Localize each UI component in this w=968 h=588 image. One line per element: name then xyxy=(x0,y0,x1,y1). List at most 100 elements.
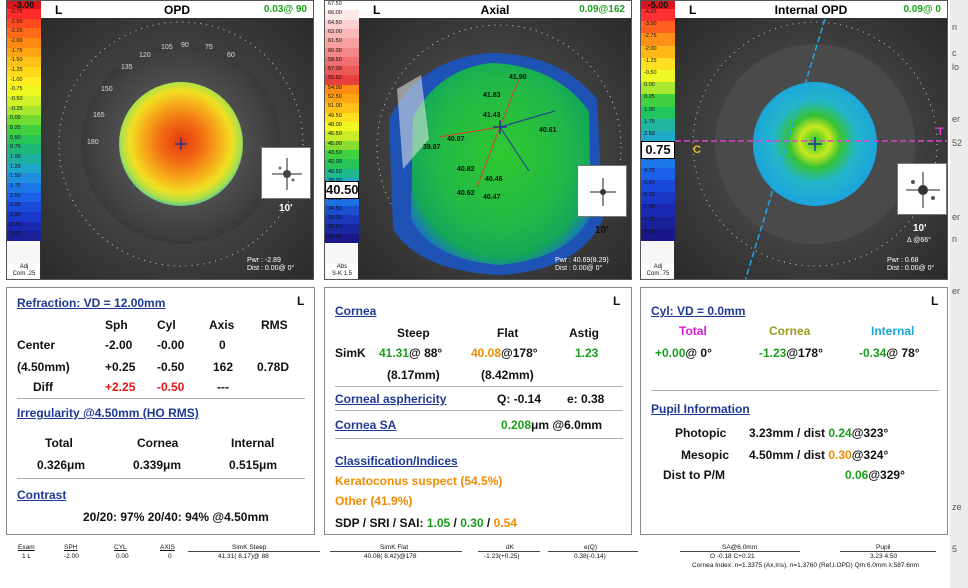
opd-psf-inset xyxy=(261,147,311,199)
pm-label: Dist to P/M xyxy=(663,468,725,482)
irr-total-value: 0.326μm xyxy=(37,458,86,472)
axial-map[interactable]: 41.90 41.83 41.43 40.61 40.07 39.87 40.8… xyxy=(324,0,632,280)
mesopic-label: Mesopic xyxy=(681,448,730,462)
svg-text:60: 60 xyxy=(227,52,235,59)
refraction-eye: L xyxy=(297,294,305,308)
internal-eye-label: L xyxy=(689,3,697,17)
scale-tick: 61.50 xyxy=(325,38,359,48)
cornea-sa-title: Cornea SA xyxy=(335,418,397,432)
opd-eye-label: L xyxy=(55,3,63,17)
scale-tick: 2.25 xyxy=(7,202,41,212)
cyl-value: -0.50 xyxy=(157,360,185,374)
scale-tick: -0.50 xyxy=(641,70,675,83)
scale-tick: -4.25 xyxy=(641,9,675,22)
col-flat: Flat xyxy=(497,326,519,340)
eq-value: 0.38(-0.14) xyxy=(574,553,606,560)
scale-tick: 43.50 xyxy=(325,149,359,160)
col-astig: Astig xyxy=(569,326,599,340)
scale-tick: 58.50 xyxy=(325,56,359,67)
class-other: Other (41.9%) xyxy=(335,494,413,508)
scale-tick: 36.00 xyxy=(325,196,359,206)
scale-tick: 2.75 xyxy=(7,221,41,232)
axial-value: 40.46 xyxy=(485,176,503,183)
scale-tick: 1.50 xyxy=(7,173,41,183)
axial-titlebar: L Axial 0.09@162 xyxy=(359,1,631,19)
asphericity-title: Corneal asphericity xyxy=(335,392,447,406)
scale-tick: 1.00 xyxy=(7,154,41,164)
opd-map[interactable]: 120 105 90 75 60 135 150 165 180 10' Pwr… xyxy=(6,0,314,280)
simk-steep-value: 41.31( 8.17)@ 88 xyxy=(218,553,269,560)
axis-value: 0 xyxy=(219,338,226,352)
class-keratoconus: Keratoconus suspect (54.5%) xyxy=(335,474,503,488)
internal-power-readout: Pwr : 0.68 Dist : 0.00@ 0° xyxy=(887,257,935,272)
axial-value: 40.07 xyxy=(447,136,465,143)
scale-tick: 2.50 xyxy=(7,212,41,222)
irr-col-total: Total xyxy=(45,436,73,450)
eq-header: e(Q) xyxy=(584,544,597,551)
axial-power-readout: Pwr : 40.69(8.29) Dist : 0.00@ 0° xyxy=(555,257,609,272)
axial-value: 41.83 xyxy=(483,92,501,99)
classification-title: Classification/Indices xyxy=(335,454,458,468)
scale-tick: 1.75 xyxy=(7,183,41,193)
simk-steep-header: SimK Steep xyxy=(232,544,267,551)
irr-cornea-value: 0.339μm xyxy=(133,458,182,472)
svg-text:165: 165 xyxy=(93,112,105,119)
opd-power-readout: Pwr : -2.89 Dist : 0.00@ 0° xyxy=(247,257,295,272)
scale-tick: 31.50 xyxy=(325,224,359,234)
scale-tick: 7.75 xyxy=(641,216,675,229)
cyl-col-cornea: Cornea xyxy=(769,324,811,338)
pupil-value: 3.23 4.50 xyxy=(870,553,898,560)
scale-tick: 1.00 xyxy=(641,106,675,119)
internal-c-label: C xyxy=(693,144,701,156)
sph-value: -2.00 xyxy=(64,553,79,560)
contrast-values: 20/20: 97% 20/40: 94% @4.50mm xyxy=(83,510,269,524)
scale-tick: 42.00 xyxy=(325,159,359,169)
scale-tick: 0.00 xyxy=(641,82,675,95)
cornea-sa-value: 0.208μm @6.0mm xyxy=(501,418,603,432)
scale-tick: 6.25 xyxy=(641,192,675,205)
axial-color-map xyxy=(411,63,591,265)
steep-radius: (8.17mm) xyxy=(387,368,440,382)
scale-tick: 45.00 xyxy=(325,140,359,150)
opd-reading: 0.03@ 90 xyxy=(263,4,307,15)
simk-label: SimK xyxy=(335,346,366,360)
scale-tick: 33.00 xyxy=(325,215,359,225)
svg-text:180: 180 xyxy=(87,139,99,146)
refraction-panel: Refraction: VD = 12.00mm L Sph Cyl Axis … xyxy=(6,287,315,535)
cyl-panel: Cyl: VD = 0.0mm L Total Cornea Internal … xyxy=(640,287,948,535)
col-rms: RMS xyxy=(261,318,288,332)
opd-titlebar: L OPD 0.03@ 90 xyxy=(41,1,313,19)
axial-psf-inset xyxy=(577,165,627,217)
cyl-header: CYL xyxy=(114,544,127,551)
scale-tick: -1.25 xyxy=(7,67,41,77)
internal-scale-max: -5.00 xyxy=(641,1,675,10)
internal-scale-highlight: 0.75 xyxy=(641,141,675,159)
cyl-total-value: +0.00@ 0° xyxy=(655,346,712,360)
col-steep: Steep xyxy=(397,326,430,340)
sph-diff-value: +2.25 xyxy=(105,380,136,394)
refraction-title: Refraction: VD = 12.00mm xyxy=(17,296,166,310)
dk-value: -1.23(+0.25) xyxy=(484,553,520,560)
opd-color-scale: -3.00 -2.75 -2.50 -2.25 -2.00 -1.75 -1.50 -1.2… xyxy=(7,1,41,279)
row-label: Diff xyxy=(33,380,53,394)
col-axis: Axis xyxy=(209,318,235,332)
scale-tick: 46.50 xyxy=(325,131,359,141)
col-sph: Sph xyxy=(105,318,128,332)
internal-opd-map[interactable]: C T 10' Δ @66° Pwr : 0.68 Dist : 0.00@ 0°… xyxy=(640,0,948,280)
internal-titlebar: L Internal OPD 0.09@ 0 xyxy=(675,1,947,19)
axial-title: Axial xyxy=(480,3,510,17)
axial-eye-image: 41.90 41.83 41.43 40.61 40.07 39.87 40.8… xyxy=(359,19,631,279)
axial-value: 41.43 xyxy=(483,112,501,119)
simk-steep: 41.31@ 88° xyxy=(379,346,443,360)
scale-tick: 4.75 xyxy=(641,167,675,180)
row-label: Center xyxy=(17,338,56,352)
svg-text:135: 135 xyxy=(121,64,133,71)
internal-axis-label: Δ @66° xyxy=(907,237,931,244)
axis-value: 162 xyxy=(213,360,234,374)
summary-strip: Exam 1 L SPH -2.00 CYL 0.00 AXIS 0 SimK … xyxy=(0,540,948,588)
scale-tick: 67.50 xyxy=(325,1,359,11)
scale-tick: 0.25 xyxy=(7,125,41,135)
scale-tick: 57.00 xyxy=(325,66,359,76)
scale-tick: -3.50 xyxy=(641,21,675,34)
scale-tick: 0.00 xyxy=(7,115,41,125)
